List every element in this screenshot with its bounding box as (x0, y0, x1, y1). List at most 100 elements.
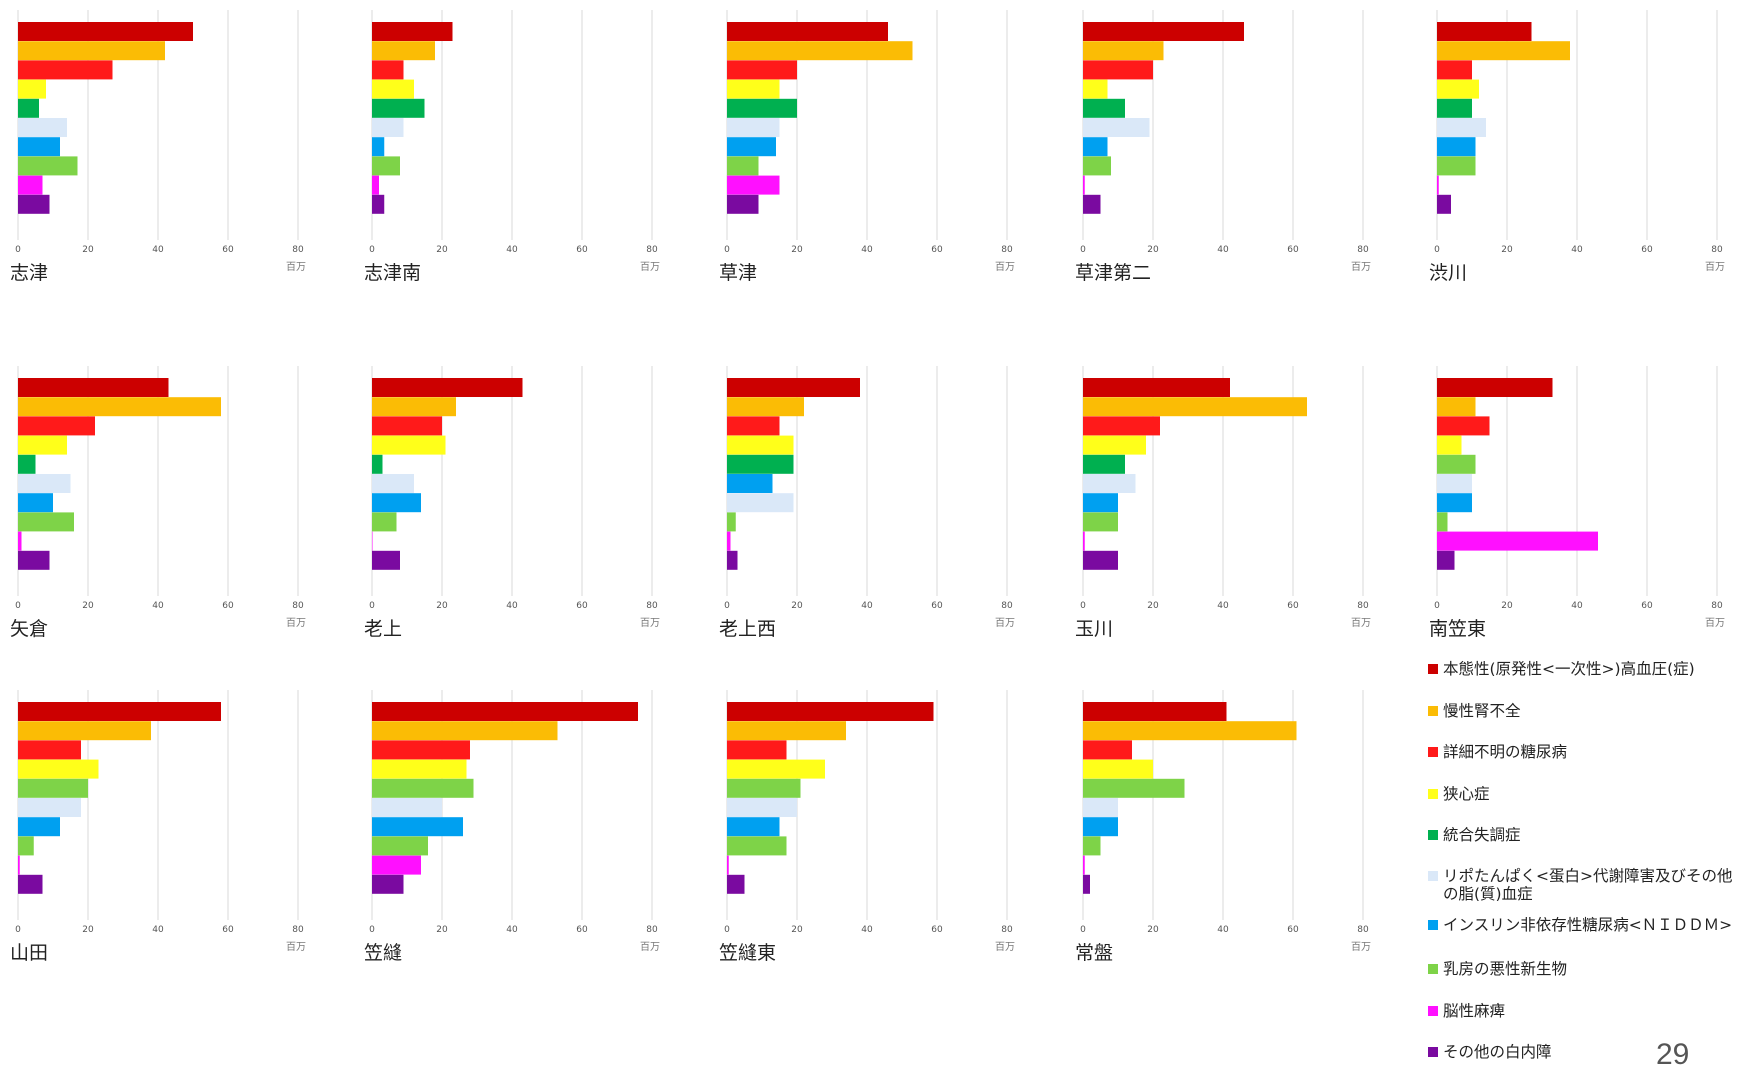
x-tick-label: 80 (1357, 925, 1369, 935)
x-tick-label: 0 (15, 245, 21, 255)
bar (1083, 855, 1085, 875)
bar (18, 474, 71, 493)
bar (1437, 137, 1476, 157)
bar (727, 836, 787, 856)
x-tick-label: 0 (369, 925, 375, 935)
bar (727, 817, 780, 837)
x-tick-label: 80 (292, 925, 304, 935)
unit-label: 百万 (640, 262, 660, 273)
chart-panel: 0 20 40 60 80 (724, 10, 1013, 255)
bar (18, 836, 34, 856)
legend-item: その他の白内障 (1428, 1043, 1733, 1061)
bar (1437, 531, 1598, 551)
bar (1083, 759, 1153, 779)
panel-title: 草津第二 (1075, 262, 1152, 284)
bar (1083, 22, 1244, 41)
legend-label: 狭心症 (1443, 785, 1490, 803)
legend-label: インスリン非依存性糖尿病<ＮＩＤＤＭ> (1443, 916, 1733, 934)
bar (372, 397, 456, 417)
legend-swatch (1428, 964, 1438, 974)
chart-panel: 0 20 40 60 80 (724, 690, 1013, 935)
bar (372, 118, 404, 137)
panel-title: 山田 (10, 942, 49, 964)
legend-swatch (1428, 830, 1438, 840)
x-tick-label: 60 (1287, 245, 1299, 255)
bar (1083, 550, 1118, 570)
bar (727, 378, 860, 397)
legend-label: 統合失調症 (1443, 826, 1521, 844)
unit-label: 百万 (1705, 262, 1725, 273)
page-number: 29 (1656, 1038, 1690, 1071)
x-tick-label: 40 (506, 245, 518, 255)
x-tick-label: 80 (1357, 245, 1369, 255)
x-tick-label: 80 (646, 245, 658, 255)
bar (1437, 474, 1472, 493)
bar (372, 194, 385, 214)
bar (18, 22, 193, 41)
x-tick-label: 40 (1571, 245, 1583, 255)
bar (18, 378, 169, 397)
legend-label: 慢性腎不全 (1443, 702, 1521, 720)
legend-swatch (1428, 920, 1438, 930)
legend-item: 脳性麻痺 (1428, 1002, 1733, 1020)
bar (727, 512, 736, 532)
bar (372, 874, 404, 894)
legend-label: 本態性(原発性<一次性>)高血圧(症) (1443, 660, 1695, 678)
chart-panel: 0 20 40 60 80 (1434, 10, 1723, 255)
x-tick-label: 40 (506, 925, 518, 935)
bar (1437, 194, 1451, 214)
legend-label: その他の白内障 (1443, 1043, 1552, 1061)
bar (372, 454, 383, 474)
x-tick-label: 80 (1001, 601, 1013, 611)
bar (372, 531, 373, 551)
bar (372, 22, 453, 41)
chart-panel: 0 20 40 60 80 (15, 366, 304, 611)
bar (1437, 118, 1486, 137)
bar (1437, 41, 1570, 61)
bar (1437, 435, 1462, 455)
bar (1437, 454, 1476, 474)
legend-swatch (1428, 1006, 1438, 1016)
bar (727, 98, 797, 118)
bar (727, 175, 780, 195)
x-tick-label: 0 (1080, 925, 1086, 935)
chart-panel: 0 20 40 60 80 (724, 366, 1013, 611)
chart-panel: 0 20 40 60 80 (15, 10, 304, 255)
bar (1083, 416, 1160, 436)
bar (1437, 550, 1455, 570)
bar (1083, 118, 1150, 137)
x-tick-label: 0 (1434, 601, 1440, 611)
bar (727, 798, 797, 817)
unit-label: 百万 (1705, 618, 1725, 629)
bar (18, 137, 60, 157)
bar (372, 759, 467, 779)
x-tick-label: 20 (436, 245, 448, 255)
x-tick-label: 40 (1217, 601, 1229, 611)
bar (372, 98, 425, 118)
bar (18, 531, 22, 551)
bar (18, 397, 221, 417)
bar (727, 855, 729, 875)
bar (18, 740, 81, 760)
bar (372, 175, 379, 195)
x-tick-label: 0 (1434, 245, 1440, 255)
bar (727, 721, 846, 741)
bar (372, 60, 404, 80)
chart-panel: 0 20 40 60 80 (1080, 10, 1369, 255)
x-tick-label: 20 (1147, 601, 1159, 611)
bar (372, 474, 414, 493)
bar (18, 855, 20, 875)
bar (18, 721, 151, 741)
bar (18, 874, 43, 894)
x-tick-label: 60 (222, 245, 234, 255)
bar (18, 817, 60, 837)
bar (1437, 397, 1476, 417)
legend-item: 乳房の悪性新生物 (1428, 960, 1733, 978)
legend-item: リポたんぱく<蛋白>代謝障害及びその他の脂(質)血症 (1428, 867, 1733, 903)
x-tick-label: 60 (222, 601, 234, 611)
bar (372, 79, 414, 99)
bar (1083, 874, 1090, 894)
bar (18, 79, 46, 99)
bar (1083, 836, 1101, 856)
bar (1083, 817, 1118, 837)
